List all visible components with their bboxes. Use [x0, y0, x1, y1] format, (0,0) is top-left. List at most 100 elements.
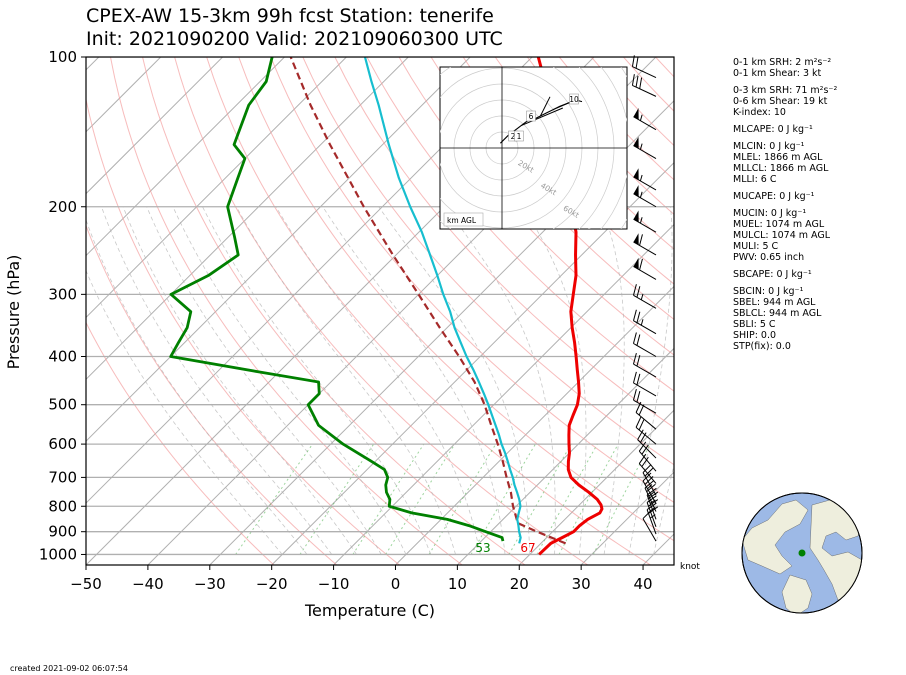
wind-barb-staff — [633, 116, 657, 131]
index-line: SBCIN: 0 J kg⁻¹ — [733, 286, 804, 297]
wind-barb-staff — [633, 363, 657, 378]
dry-adiabat-line — [206, 57, 651, 565]
wind-barb-half-flag — [639, 174, 643, 182]
wind-barb-staff — [642, 472, 657, 496]
isotherm-line — [86, 57, 162, 133]
wind-barb-flag — [632, 352, 637, 365]
wind-barb-flag — [642, 464, 652, 474]
moist-adiabat-line — [653, 463, 674, 555]
hodograph-height-label: 2 — [511, 132, 516, 141]
wind-barb-staff — [633, 343, 657, 357]
wind-barb — [638, 453, 657, 484]
wind-barb — [638, 441, 657, 472]
wind-barb-staff — [633, 294, 657, 309]
isotherm-line — [395, 285, 674, 565]
wind-barb-staff — [633, 193, 657, 208]
index-line: MUEL: 1074 m AGL — [733, 219, 825, 230]
wind-barb-flag — [646, 487, 657, 496]
wind-barb-half-flag — [640, 293, 644, 300]
wind-barb-staff — [635, 412, 657, 430]
hodograph-shear-vector — [521, 107, 563, 127]
index-line: MUCIN: 0 J kg⁻¹ — [733, 208, 807, 219]
wind-barb-flag — [638, 441, 647, 452]
y-tick-label: 900 — [48, 523, 77, 541]
index-line: SBLI: 5 C — [733, 319, 776, 330]
surface-labels: 67 53 knot — [475, 541, 700, 572]
y-tick-label: 100 — [48, 48, 77, 66]
index-line: K-index: 10 — [733, 107, 786, 118]
stability-indices: 0-1 km SRH: 2 m²s⁻² 0-1 km Shear: 3 kt 0-3… — [733, 57, 837, 352]
wind-barb-staff — [633, 145, 657, 159]
wind-barb-flag — [648, 491, 659, 500]
chart-subtitle: Init: 2021090200 Valid: 202109060300 UTC — [86, 28, 503, 50]
index-line: MLLCL: 1866 m AGL — [733, 163, 829, 174]
y-tick-label: 300 — [48, 285, 77, 303]
wind-barb-staff — [646, 509, 657, 535]
wind-barb — [632, 284, 657, 309]
wind-barb-half-flag — [639, 114, 643, 121]
isotherms — [86, 57, 674, 565]
wind-unit-label: knot — [680, 562, 700, 572]
dry-adiabat-line — [86, 321, 275, 565]
wind-barb-flag — [639, 77, 643, 89]
wind-barb-flag — [642, 472, 652, 482]
isotherm-line — [86, 57, 223, 195]
isotherm-line — [518, 409, 674, 565]
wind-barb-pennant — [633, 185, 639, 197]
isotherm-line — [457, 347, 674, 565]
dry-adiabat-line — [430, 57, 674, 321]
dry-adiabat-line — [270, 57, 674, 503]
wind-barb-flag — [636, 311, 641, 323]
wind-barb-flag — [636, 373, 641, 386]
wind-barb-pennant — [633, 233, 639, 245]
mixing-ratio-line — [235, 443, 313, 555]
wind-barb-staff — [633, 218, 657, 233]
mixing-ratio-line — [299, 443, 375, 555]
hodograph-legend: km AGL — [447, 216, 477, 225]
y-tick-label: 500 — [48, 396, 77, 414]
isotherm-line — [86, 57, 347, 319]
isotherm-line — [86, 57, 285, 257]
index-line: 0-6 km Shear: 19 kt — [733, 96, 828, 107]
wind-barb — [631, 55, 657, 79]
index-line: MULCL: 1074 m AGL — [733, 230, 831, 241]
mixing-ratio-line — [385, 443, 456, 555]
wind-barb-flag — [636, 286, 641, 298]
dry-adiabat-line — [302, 57, 674, 466]
index-line: 0-3 km SRH: 71 m²s⁻² — [733, 85, 838, 96]
y-axis-label: Pressure (hPa) — [4, 255, 23, 370]
wind-barb-pennant — [633, 210, 639, 223]
dry-adiabat-line — [238, 57, 674, 542]
wind-barb-flag — [631, 74, 635, 86]
chart-title: CPEX-AW 15-3km 99h fcst Station: tenerif… — [86, 5, 494, 27]
wind-barb-flag — [635, 416, 642, 428]
index-line: SBCAPE: 0 J kg⁻¹ — [733, 269, 812, 280]
wind-barb-flag — [632, 309, 637, 321]
wind-barb-staff — [632, 84, 657, 97]
moist-adiabat-line — [86, 269, 283, 555]
dry-adiabat-line — [366, 57, 674, 392]
wind-barb-staff — [638, 450, 657, 472]
wind-barb-flag — [646, 495, 657, 503]
x-tick-label: 40 — [634, 575, 653, 593]
isotherm-line — [333, 223, 674, 565]
wind-barb — [631, 74, 657, 97]
index-line: SBLCL: 944 m AGL — [733, 308, 822, 319]
hodograph-height-box — [526, 110, 536, 122]
wind-barb — [633, 210, 657, 233]
hodograph-height-label: 1 — [517, 132, 522, 141]
index-line: MLLI: 6 C — [733, 174, 777, 185]
wind-barb — [646, 487, 659, 520]
dewpoint-profile-line — [169, 57, 505, 542]
y-tick-label: 200 — [48, 198, 77, 216]
wetbulb-profile-line — [363, 57, 522, 544]
parcel-path-line — [289, 57, 567, 545]
wind-barb-flag — [642, 510, 652, 519]
wind-barb-pennant — [633, 168, 639, 180]
wind-barb — [642, 464, 657, 496]
x-tick-label: −30 — [194, 575, 226, 593]
wind-barb-staff — [633, 320, 657, 335]
wind-barb-flag — [638, 453, 647, 464]
hodograph-height-box — [514, 130, 524, 142]
